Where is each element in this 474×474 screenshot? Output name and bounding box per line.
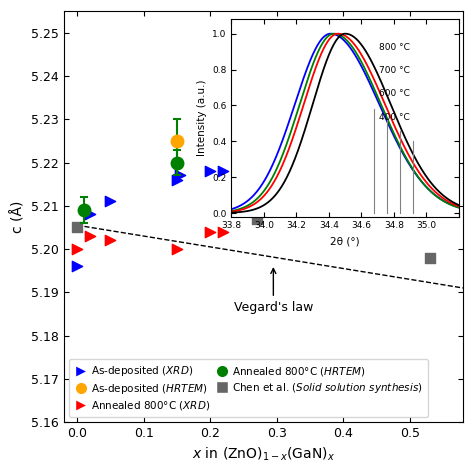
Point: [87, 232, 94, 240]
Point: [206, 167, 214, 175]
Point: [240, 198, 247, 205]
Point: [173, 245, 181, 253]
Point: [73, 263, 81, 270]
Text: Vegard's law: Vegard's law: [234, 268, 313, 314]
Point: [219, 167, 227, 175]
Point: [73, 224, 81, 231]
Y-axis label: c (Å): c (Å): [11, 201, 26, 233]
Point: [73, 245, 81, 253]
Point: [107, 198, 114, 205]
Point: [219, 228, 227, 236]
Point: [426, 254, 433, 262]
Point: [176, 172, 184, 179]
Point: [87, 210, 94, 218]
Point: [107, 237, 114, 244]
Legend: As-deposited ($XRD$), As-deposited ($HRTEM$), Annealed 800°C ($XRD$), Annealed 8: As-deposited ($XRD$), As-deposited ($HRT…: [69, 359, 428, 417]
Point: [206, 228, 214, 236]
Point: [253, 215, 261, 223]
X-axis label: $x$ in (ZnO)$_{1-x}$(GaN)$_x$: $x$ in (ZnO)$_{1-x}$(GaN)$_x$: [192, 446, 335, 463]
Point: [173, 176, 181, 183]
